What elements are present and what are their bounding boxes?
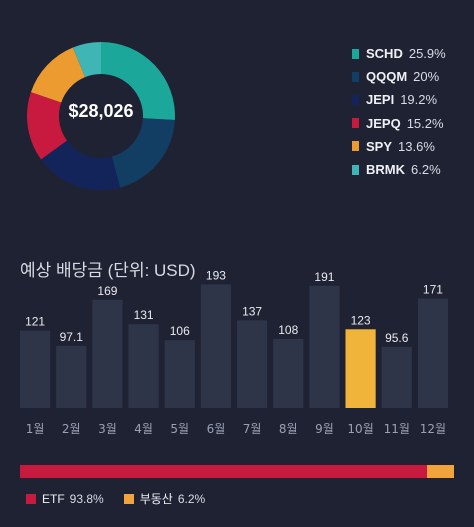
bar-value-label: 193 [206,270,226,282]
legend-name: ETF [42,491,65,506]
month-tick-label: 2월 [62,422,81,436]
legend-swatch [352,118,359,129]
legend-percent: 6.2% [411,162,441,178]
donut-slice-schd[interactable] [101,42,175,121]
legend-swatch [352,48,359,59]
legend-percent: 6.2% [177,491,206,506]
bar-9[interactable] [309,285,340,408]
bar-7[interactable] [237,320,268,408]
month-tick-label: 7월 [243,422,262,436]
bar-value-label: 123 [351,313,371,327]
month-tick-label: 12월 [420,422,446,436]
bar-11[interactable] [381,346,412,408]
bar-10[interactable] [345,329,376,408]
bar-12[interactable] [417,298,448,408]
legend-item-qqqm[interactable]: QQQM 20% [352,65,446,88]
bar-4[interactable] [128,324,159,408]
asset-split-legend: ETF 93.8% 부동산 6.2% [26,490,225,507]
legend-item-schd[interactable]: SCHD 25.9% [352,42,446,65]
asset-legend-item-real-estate[interactable]: 부동산 6.2% [123,490,206,507]
legend-percent: 13.6% [398,138,435,154]
donut-slice-qqqm[interactable] [111,118,175,188]
bar-value-label: 108 [278,323,298,337]
legend-item-jepq[interactable]: JEPQ 15.2% [352,112,446,135]
legend-name: SCHD [366,46,403,62]
month-tick-label: 9월 [315,422,334,436]
legend-swatch [352,94,359,105]
month-tick-label: 4월 [134,422,153,436]
donut-slice-spy[interactable] [30,47,86,103]
asset-legend-item-etf[interactable]: ETF 93.8% [26,490,104,507]
legend-swatch [352,141,359,152]
bar-value-label: 106 [170,324,190,338]
legend-name: 부동산 [139,492,173,506]
bar-value-label: 131 [134,308,154,322]
month-tick-label: 5월 [170,422,189,436]
legend-name: SPY [366,138,393,154]
bar-value-label: 95.6 [385,331,409,345]
legend-swatch [26,493,36,504]
asset-split-bar [20,465,454,478]
legend-item-spy[interactable]: SPY 13.6% [352,135,446,158]
legend-swatch [352,164,359,175]
legend-percent: 93.8% [69,491,104,506]
bar-value-label: 97.1 [60,330,84,344]
bar-6[interactable] [200,284,231,408]
monthly-dividend-bar-chart: 121 1월 97.1 2월 169 3월 131 4월 106 5월 193 6월 137 7월 108 8… [20,270,448,436]
bar-1[interactable] [20,330,51,408]
bar-value-label: 121 [25,315,45,329]
dividend-chart-title: 예상 배당금 (단위: USD) [20,261,196,280]
legend-swatch [352,71,359,82]
legend-swatch [123,493,134,504]
bar-5[interactable] [164,340,195,408]
donut-slice-jepq[interactable] [26,92,67,160]
holdings-legend: SCHD 25.9% QQQM 20% JEPI 19.2% JEPQ 15.2… [352,42,446,181]
bar-value-label: 169 [97,284,117,298]
bar-2[interactable] [56,345,87,408]
portfolio-donut-chart [26,42,175,191]
legend-name: JEPQ [366,115,401,131]
month-tick-label: 8월 [279,422,298,436]
legend-name: JEPI [366,92,395,108]
bar-3[interactable] [92,299,123,408]
month-tick-label: 1월 [26,422,45,436]
bar-value-label: 191 [314,270,334,284]
legend-name: BRMK [366,162,405,178]
portfolio-total-value: $28,026 [68,101,134,121]
legend-name: QQQM [366,69,408,85]
month-tick-label: 10월 [347,422,373,436]
month-tick-label: 11월 [384,422,410,436]
bar-8[interactable] [273,338,304,408]
asset-split-segment-etf[interactable] [20,465,428,478]
legend-percent: 15.2% [406,115,444,131]
month-tick-label: 3월 [98,422,117,436]
asset-split-segment-real-estate[interactable] [427,465,454,478]
bar-value-label: 137 [242,304,262,318]
bar-value-label: 171 [423,283,443,297]
legend-percent: 20% [413,69,440,85]
legend-percent: 19.2% [400,92,438,108]
donut-slice-brmk[interactable] [72,42,101,78]
month-tick-label: 6월 [207,422,226,436]
legend-item-brmk[interactable]: BRMK 6.2% [352,158,446,181]
legend-item-jepi[interactable]: JEPI 19.2% [352,88,446,111]
donut-slice-jepi[interactable] [41,140,121,191]
legend-percent: 25.9% [408,46,446,62]
